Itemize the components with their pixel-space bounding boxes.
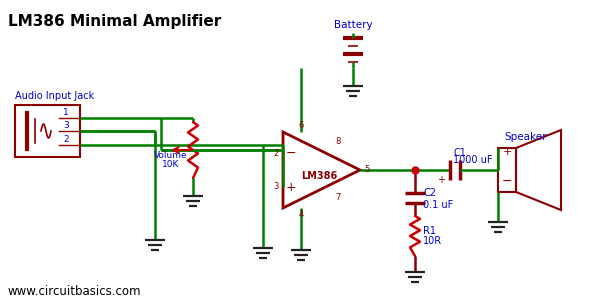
Text: −: − <box>286 147 296 160</box>
Text: C1: C1 <box>453 148 466 158</box>
Text: 5: 5 <box>364 166 369 174</box>
Text: Volume: Volume <box>154 151 188 160</box>
Text: 6: 6 <box>298 121 304 130</box>
Text: +: + <box>502 147 512 157</box>
Text: Audio Input Jack: Audio Input Jack <box>15 91 94 101</box>
Text: 10R: 10R <box>423 236 442 246</box>
Bar <box>15 105 80 157</box>
Text: 0.1 uF: 0.1 uF <box>423 200 453 210</box>
Text: LM386 Minimal Amplifier: LM386 Minimal Amplifier <box>8 14 221 29</box>
Bar <box>498 148 516 192</box>
Text: LM386: LM386 <box>301 171 338 181</box>
Text: 2: 2 <box>274 149 279 158</box>
Text: 7: 7 <box>335 193 341 203</box>
Text: 3: 3 <box>274 182 279 191</box>
Text: R1: R1 <box>423 226 436 236</box>
Text: Battery: Battery <box>334 20 373 30</box>
Text: 10K: 10K <box>163 160 179 169</box>
Text: 8: 8 <box>335 138 341 146</box>
Text: www.circuitbasics.com: www.circuitbasics.com <box>8 285 142 298</box>
Text: Speaker: Speaker <box>505 132 547 142</box>
Text: +: + <box>286 181 296 194</box>
Text: 2: 2 <box>63 135 68 144</box>
Text: 4: 4 <box>298 210 304 219</box>
Text: 1: 1 <box>63 108 69 117</box>
Text: C2: C2 <box>423 188 436 198</box>
Text: 3: 3 <box>63 121 69 130</box>
Text: −: − <box>502 175 512 188</box>
Text: 1000 uF: 1000 uF <box>453 155 493 165</box>
Text: +: + <box>437 175 445 185</box>
